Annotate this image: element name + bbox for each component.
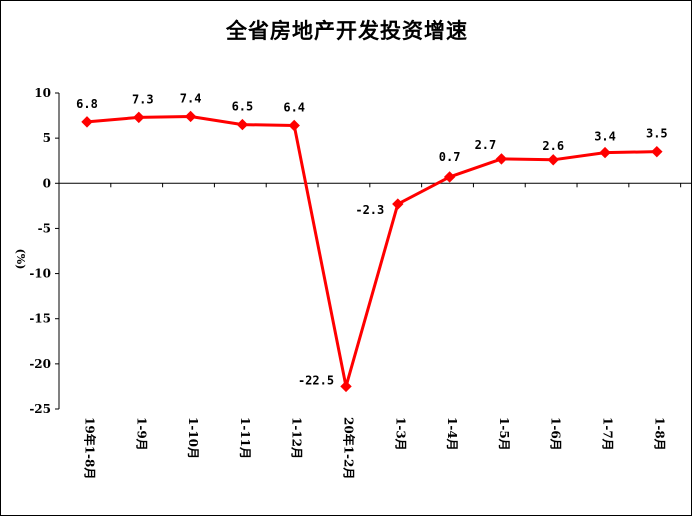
data-point-marker xyxy=(184,110,197,123)
data-point-marker xyxy=(236,118,249,131)
data-label: -22.5 xyxy=(298,373,334,387)
series-layer xyxy=(81,110,663,393)
y-tick-label: -25 xyxy=(29,402,51,416)
data-label: 6.8 xyxy=(76,97,98,111)
x-tick-label: 1-12月 xyxy=(290,417,304,459)
x-tick-label: 1-10月 xyxy=(186,417,200,459)
data-point-marker xyxy=(340,380,352,393)
data-point-marker xyxy=(81,116,93,128)
x-tick-label: 1-3月 xyxy=(393,417,407,451)
data-label: 6.4 xyxy=(283,101,305,115)
data-label: 3.5 xyxy=(646,127,668,141)
x-tick-label: 1-7月 xyxy=(601,417,615,451)
data-label: 2.6 xyxy=(542,139,564,153)
data-point-marker xyxy=(288,119,300,132)
data-point-marker xyxy=(599,146,611,159)
data-labels: 6.8 7.3 7.4 6.5 6.4 -22.5 -2.3 0.7 2.7 2.6 3.4 3.5 xyxy=(76,91,668,387)
chart-title: 全省房地产开发投资增速 xyxy=(226,18,468,43)
x-tick-label: 1-9月 xyxy=(134,417,148,451)
data-label: 7.3 xyxy=(132,92,154,106)
y-tick-label: 5 xyxy=(43,131,51,145)
x-tick-label: 1-11月 xyxy=(238,417,252,459)
data-point-marker xyxy=(392,198,404,210)
data-label: 2.7 xyxy=(475,138,497,152)
y-tick-label: -10 xyxy=(29,267,51,281)
data-label: 0.7 xyxy=(439,150,461,164)
x-tick-label: 1-4月 xyxy=(445,417,459,451)
x-tick-label: 1-6月 xyxy=(549,417,563,451)
y-tick-label: -5 xyxy=(38,221,51,235)
x-tick-label: 19年1-8月 xyxy=(83,417,98,479)
data-label: 3.4 xyxy=(594,130,616,144)
data-point-marker xyxy=(651,145,663,158)
data-label: -2.3 xyxy=(355,203,384,217)
y-axis-title: (%) xyxy=(14,249,27,270)
data-point-marker xyxy=(547,154,559,166)
data-point-marker xyxy=(495,153,508,165)
y-tick-label: 10 xyxy=(34,86,51,100)
x-tick-label: 1-8月 xyxy=(652,417,666,451)
tick-labels: 10 5 0 -5 -10 -15 -20 -25 (%) 19年1-8月 1-9月 1-10月 1-1… xyxy=(14,86,666,479)
series-line xyxy=(86,114,657,388)
data-label: 6.5 xyxy=(232,100,254,114)
x-tick-label: 1-5月 xyxy=(497,417,511,451)
x-tick-label: 20年1-2月 xyxy=(342,417,357,479)
y-tick-label: -15 xyxy=(29,312,51,326)
data-point-marker xyxy=(443,171,456,183)
data-point-marker xyxy=(133,111,145,124)
y-tick-label: -20 xyxy=(29,357,51,371)
axes xyxy=(55,92,691,410)
y-tick-label: 0 xyxy=(43,176,51,190)
data-label: 7.4 xyxy=(180,91,202,105)
